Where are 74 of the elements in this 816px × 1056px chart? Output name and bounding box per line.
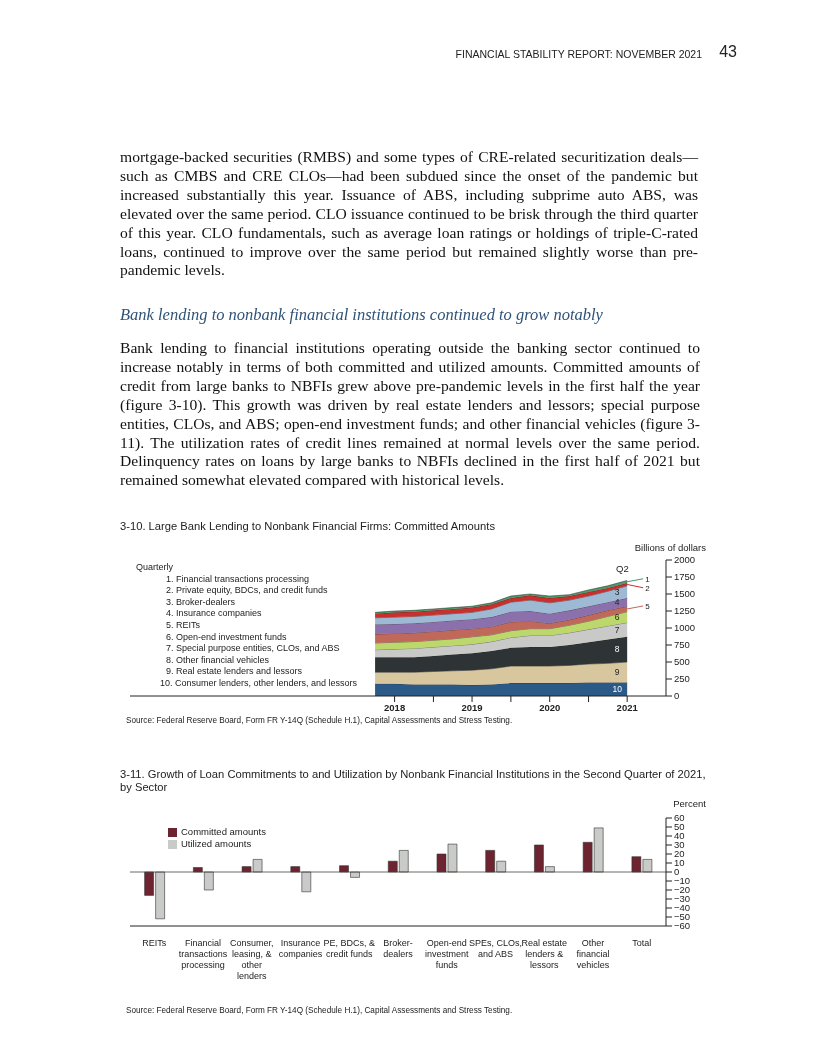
y-tick-label: 2000 [674,554,696,566]
x-tick-label: Real estate lenders & lessors [521,938,567,970]
series-label: 9 [614,667,620,678]
annotation: 3. Broker-dealers [165,596,237,609]
x-tick-label: Broker-dealers [383,938,414,959]
y-tick-label: −40 [674,902,691,914]
legend-label: 5 [645,601,651,611]
annotation: 5. REITs [165,619,201,632]
y-tick-label: 60 [674,812,685,824]
annotation: 8. Other financial vehicles [165,654,271,667]
x-tick-label: 2018 [384,701,406,713]
annotation: 6. Open-end investment funds [165,631,288,644]
series-label: 10 [612,684,623,695]
text: 43 [719,43,737,61]
source-note: Source: Federal Reserve Board, Form FR Y-14Q (Schedule H.1), Capital Assessments and Stress Testing. [126,1006,513,1015]
annotation: 7. Special purpose entities, CLOs, and ABS [165,643,341,655]
chart-title: 3-11. Growth of Loan Commitments to and Utilization by Nonbank Financial Institutions in the Second Quarter of 2021, by Sector [120,768,707,794]
text: FINANCIAL STABILITY REPORT: NOVEMBER 2021 [455,48,702,60]
y-tick-label: 0 [674,690,680,702]
y-tick-label: 1000 [674,622,696,634]
x-tick-label: 2021 [616,701,639,713]
series-label: 6 [614,612,620,623]
y-tick-label: 30 [674,839,685,851]
legend-label: 1 [645,574,651,584]
y-tick-label: 1250 [674,605,696,617]
y-tick-label: 750 [674,639,690,651]
y-axis-title: Percent [672,798,706,809]
annotation: 9. Real estate lenders and lessors [165,666,304,678]
x-tick-label: SPEs, CLOs, and ABS [468,938,522,959]
x-tick-label: Other financial vehicles [576,938,610,970]
y-tick-label: −10 [674,875,691,887]
x-tick-label: Consumer, leasing, & other lenders [230,938,274,981]
source-note: Source: Federal Reserve Board, Form FR Y-14Q (Schedule H.1), Capital Assessments and Stress Testing. [126,716,513,725]
y-tick-label: 50 [674,821,685,833]
bar [204,871,214,891]
annotation: Quarterly [136,562,174,574]
annotation: 10. Consumer lenders, other lenders, and lessors [159,677,358,690]
series-label: 7 [614,624,620,635]
y-tick-label: −60 [674,920,691,932]
annotation: 1. Financial transactions processing [165,573,311,586]
text: Bank lending to nonbank financial institutions continued to grow notably [120,305,603,325]
text: mortgage-backed securities (RMBS) and some types of CRE-related securitization deals—such as CMBS and CRE CLOs—had been subdued since the onset of the pandemic but increased substantially this year. Issuance of ABS, including subprime auto ABS, was elevated over the same period. CLO issuance continued to be brisk through the third quarter of this year. CLO fundamentals, such as average loan ratings or holdings of triple-C-rated loans, continued to improve over the same period but remained slightly worse than pre-pandemic levels. [120,148,698,281]
x-tick-label: Insurance companies [278,938,323,959]
text: Bank lending to financial institutions operating outside the banking sector continued to increase notably in terms of both committed and utilized amounts. Committed amounts of credit from large banks to NBFIs grew above pre-pandemic levels in the first half the year (figure 3-10). This growth was driven by real estate lenders and lessors; special purpose entities, CLOs, and ABS; open-end investment funds; and other financial vehicles (figure 3-11). The utilization rates of credit lines remained at normal levels over the same period. Delinquency rates on loans by large banks to NBFIs declined in the first half of 2021 but remained somewhat elevated compared with historical levels. [120,339,700,491]
series-label: 3 [614,586,620,597]
y-tick-label: 250 [674,673,690,685]
y-tick-label: −20 [674,884,691,896]
x-tick-label: 2019 [461,701,483,713]
annotation: 2. Private equity, BDCs, and credit funds [165,585,329,597]
annotation: Q2 [616,563,629,574]
y-tick-label: 10 [674,857,685,869]
y-axis-title: Billions of dollars [633,542,706,553]
y-tick-label: 0 [674,866,680,878]
x-tick-label: Open-end investment funds [424,938,469,970]
bar [301,871,312,893]
y-tick-label: 1750 [674,571,696,583]
legend-label: Committed amounts [181,826,267,837]
x-tick-label: PE, BDCs, & credit funds [323,938,376,959]
chart-title: 3-10. Large Bank Lending to Nonbank Financial Firms: Committed Amounts [120,520,495,532]
y-tick-label: 20 [674,848,685,860]
legend-label: Utilized amounts [181,838,252,849]
x-tick-label: 2020 [539,701,561,713]
y-tick-label: 500 [674,656,690,668]
x-tick-label: Total [632,938,652,948]
y-tick-label: 1500 [674,588,696,600]
x-tick-label: Financial transactions processing [178,938,228,970]
y-tick-label: 40 [674,830,685,842]
annotation: 4. Insurance companies [165,608,263,620]
x-tick-label: REITs [142,938,167,948]
y-tick-label: −50 [674,911,691,923]
legend-label: 2 [645,583,651,593]
series-label: 4 [614,597,620,608]
y-tick-label: −30 [674,893,691,905]
series-label: 8 [614,644,620,655]
